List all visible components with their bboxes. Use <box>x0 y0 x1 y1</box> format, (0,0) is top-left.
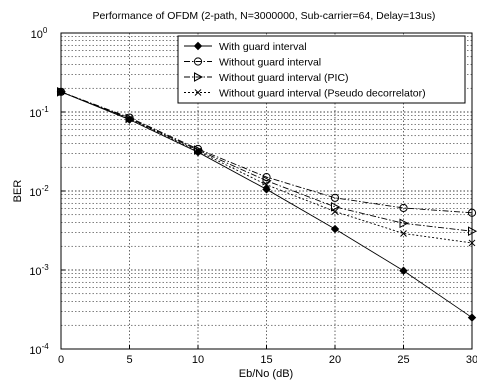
series-marker <box>262 185 271 194</box>
legend-box <box>177 35 466 104</box>
y-tick-label: 10-1 <box>29 105 49 120</box>
x-axis-label: Eb/No (dB) <box>239 368 293 380</box>
legend-label: Without guard interval (PIC) <box>219 72 349 84</box>
legend-item: Without guard interval (Pseudo decorrela… <box>184 88 426 100</box>
legend-item: Without guard interval (PIC) <box>184 72 349 84</box>
series-marker <box>330 224 340 234</box>
series-marker <box>330 193 340 202</box>
x-tick-label: 0 <box>58 354 64 366</box>
series-marker <box>399 218 409 229</box>
chart-title: Performance of OFDM (2-path, N=3000000, … <box>93 10 436 22</box>
y-tick-label: 10-2 <box>29 184 49 199</box>
x-tick-label: 25 <box>397 354 409 366</box>
series-marker <box>400 230 407 237</box>
y-tick-label: 10-4 <box>29 342 49 357</box>
x-tick-label: 10 <box>192 354 204 366</box>
legend-item: Without guard interval <box>184 57 321 69</box>
series-marker <box>194 147 202 155</box>
legend-label: With guard interval <box>219 41 307 53</box>
legend: With guard interval Without guard interva… <box>177 35 466 104</box>
series-marker <box>194 89 202 96</box>
ticks: 0 5 10 15 20 25 30 100 10-1 10-2 10-3 10-4 <box>29 26 477 366</box>
series-marker <box>193 41 203 51</box>
x-tick-label: 20 <box>329 354 341 366</box>
x-tick-label: 5 <box>126 354 132 366</box>
legend-label: Without guard interval (Pseudo decorrela… <box>219 88 426 100</box>
series-line <box>60 91 473 214</box>
series-marker <box>262 175 272 186</box>
y-tick-label: 10-3 <box>29 263 49 278</box>
y-tick-label: 100 <box>31 26 48 41</box>
series-marker <box>331 208 339 215</box>
series-marker <box>399 203 408 213</box>
series-marker <box>126 115 133 123</box>
series-marker <box>263 181 270 189</box>
series-marker <box>193 57 203 66</box>
series-marker <box>194 72 204 82</box>
y-axis-label: BER <box>12 180 24 203</box>
series-marker <box>399 266 408 275</box>
series-marker <box>125 113 135 124</box>
x-tick-label: 30 <box>466 354 477 366</box>
series-marker <box>331 202 341 212</box>
legend-label: Without guard interval <box>219 57 321 69</box>
legend-item: With guard interval <box>184 41 307 53</box>
x-tick-label: 15 <box>260 354 272 366</box>
